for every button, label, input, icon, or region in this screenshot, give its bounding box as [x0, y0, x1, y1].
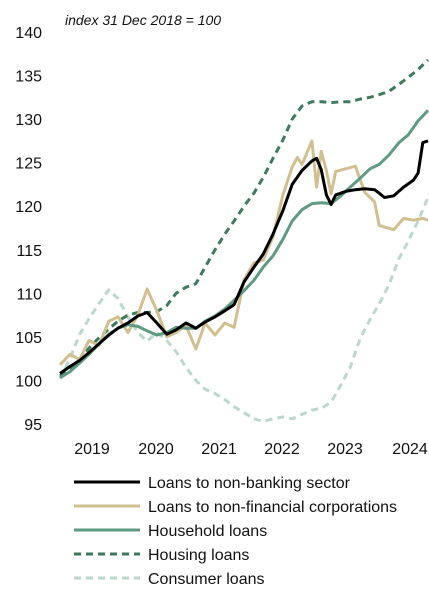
x-tick-label: 2021 — [201, 441, 237, 458]
x-tick-label: 2022 — [264, 441, 300, 458]
series-line-0 — [59, 139, 429, 375]
y-tick-label: 120 — [15, 199, 42, 216]
y-tick-label: 135 — [15, 69, 42, 86]
x-tick-label: 2023 — [327, 441, 363, 458]
legend-label: Household loans — [148, 523, 267, 540]
x-tick-label: 2020 — [138, 441, 174, 458]
x-axis: 2019 2020 2021 2022 2023 2024 — [74, 441, 428, 458]
legend-label: Housing loans — [148, 547, 249, 564]
series-line-1 — [58, 139, 429, 366]
y-tick-label: 130 — [15, 112, 42, 129]
legend-label: Loans to non-financial corporations — [148, 499, 397, 516]
legend: Loans to non-banking sector Loans to non-… — [74, 475, 397, 588]
series-line-2 — [59, 109, 429, 380]
legend-label: Loans to non-banking sector — [148, 475, 351, 492]
x-tick-label: 2024 — [392, 441, 428, 458]
y-tick-label: 125 — [15, 156, 42, 173]
plot-area — [58, 58, 429, 423]
x-tick-label: 2019 — [74, 441, 110, 458]
series-line-4 — [58, 196, 429, 423]
y-tick-label: 140 — [15, 25, 42, 42]
y-tick-label: 110 — [16, 286, 42, 303]
y-tick-label: 115 — [16, 243, 42, 260]
y-tick-label: 100 — [15, 373, 42, 390]
legend-label: Consumer loans — [148, 571, 265, 588]
y-axis: 95 100 105 110 115 120 125 130 135 140 — [15, 25, 42, 434]
y-tick-label: 105 — [15, 330, 42, 347]
chart-subtitle: index 31 Dec 2018 = 100 — [65, 12, 221, 28]
y-tick-label: 95 — [24, 417, 42, 434]
